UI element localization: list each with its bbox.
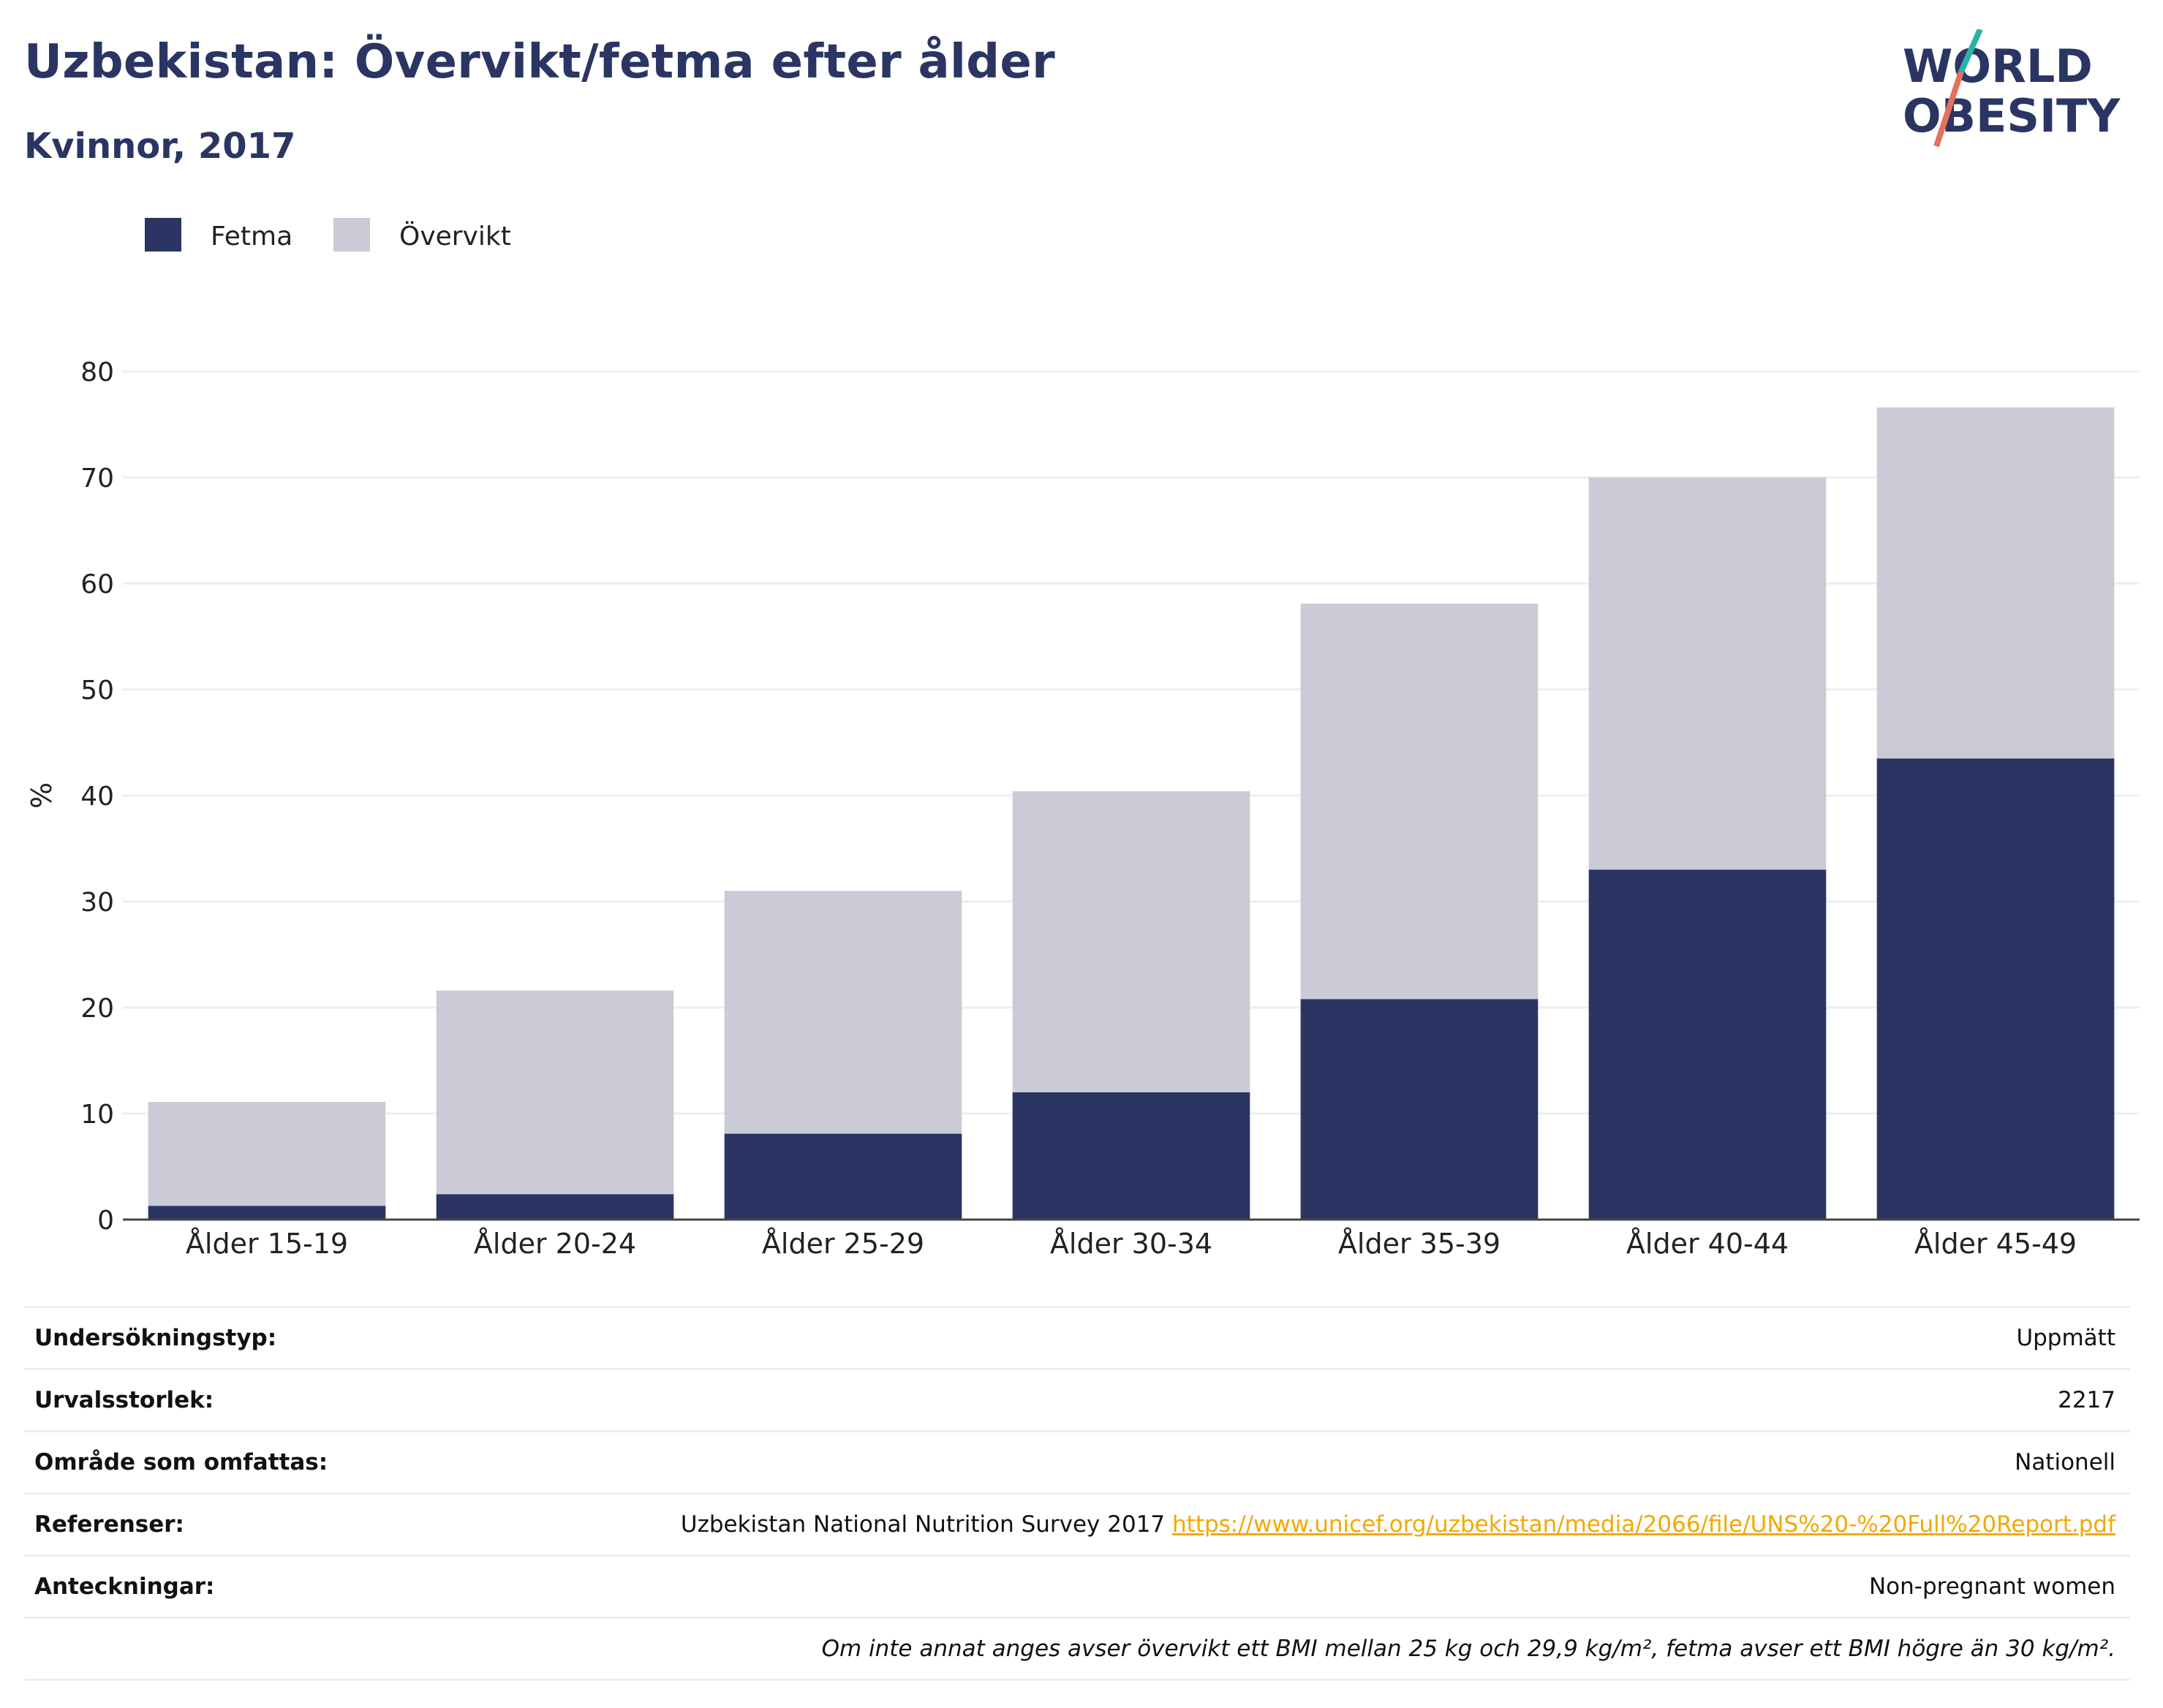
bar-fetma[interactable] xyxy=(724,1133,962,1220)
y-axis-label: % xyxy=(26,782,58,809)
info-row: Urvalsstorlek: 2217 xyxy=(24,1368,2130,1430)
info-value-text: 2217 xyxy=(2058,1387,2115,1413)
bar--vervikt[interactable] xyxy=(1588,477,1827,870)
bar--vervikt[interactable] xyxy=(436,990,674,1195)
info-row: Undersökningstyp: Uppmätt xyxy=(24,1306,2130,1368)
y-tick-label: 60 xyxy=(80,570,114,600)
x-tick-label: Ålder 25-29 xyxy=(762,1228,924,1260)
y-tick-label: 20 xyxy=(80,994,114,1024)
x-tick-label: Ålder 30-34 xyxy=(1050,1228,1212,1260)
reference-link[interactable]: https://www.unicef.org/uzbekistan/media/… xyxy=(1172,1511,2115,1538)
info-value-text: Non-pregnant women xyxy=(1868,1573,2115,1600)
logo-text-world: WORLD xyxy=(1903,39,2093,93)
bar--vervikt[interactable] xyxy=(1012,791,1250,1092)
logo-slash-bottom xyxy=(1933,70,1964,148)
info-value: Uzbekistan National Nutrition Survey 201… xyxy=(681,1511,2130,1538)
bar--vervikt[interactable] xyxy=(724,891,962,1134)
info-row: Referenser: Uzbekistan National Nutrition… xyxy=(24,1492,2130,1554)
x-axis-ticks: Ålder 15-19 Ålder 20-24 Ålder 25-29 Ålder 3… xyxy=(186,1228,2077,1260)
world-obesity-logo: WORLD OBESITY xyxy=(1903,29,2121,148)
info-label: Undersökningstyp: xyxy=(34,1325,277,1351)
bar-fetma[interactable] xyxy=(436,1194,674,1220)
bars xyxy=(123,407,2140,1221)
info-label: Referenser: xyxy=(34,1511,184,1538)
bar-fetma[interactable] xyxy=(1300,999,1539,1220)
info-row: Område som omfattas: Nationell xyxy=(24,1430,2130,1492)
y-tick-label: 50 xyxy=(80,676,114,706)
info-value-text: Uppmätt xyxy=(2016,1325,2115,1351)
legend: Fetma Övervikt xyxy=(145,218,511,252)
bar--vervikt[interactable] xyxy=(1300,603,1539,1000)
legend-label-1: Fetma xyxy=(211,222,292,252)
bar--vervikt[interactable] xyxy=(148,1102,386,1206)
info-label: Urvalsstorlek: xyxy=(34,1387,214,1413)
x-tick-label: Ålder 15-19 xyxy=(186,1228,348,1260)
y-tick-label: 0 xyxy=(97,1206,114,1236)
info-table: Undersökningstyp: Uppmätt Urvalsstorlek: 22… xyxy=(24,1306,2130,1681)
y-tick-label: 80 xyxy=(80,358,114,388)
legend-swatch-1 xyxy=(145,218,181,252)
info-label: Område som omfattas: xyxy=(34,1449,328,1475)
info-value: 2217 xyxy=(2058,1387,2130,1413)
logo-slash-top xyxy=(1958,29,1983,73)
info-value: Uppmätt xyxy=(2016,1325,2130,1351)
y-tick-label: 10 xyxy=(80,1100,114,1130)
y-tick-label: 70 xyxy=(80,464,114,494)
info-label: Anteckningar: xyxy=(34,1573,215,1600)
info-value: Nationell xyxy=(2015,1449,2130,1475)
bar-fetma[interactable] xyxy=(1588,869,1827,1220)
stacked-bar-chart: Fetma Övervikt 0 10 20 30 40 50 60 70 80 Ålder 15… xyxy=(26,218,2140,1260)
chart-subtitle: Kvinnor, 2017 xyxy=(24,126,296,167)
bar--vervikt[interactable] xyxy=(1876,407,2115,759)
info-row: Anteckningar: Non-pregnant women xyxy=(24,1554,2130,1617)
x-tick-label: Ålder 45-49 xyxy=(1914,1228,2077,1260)
info-value: Non-pregnant women xyxy=(1869,1573,2130,1600)
chart-title: Uzbekistan: Övervikt/fetma efter ålder xyxy=(24,35,1055,89)
y-axis-ticks: 0 10 20 30 40 50 60 70 80 xyxy=(80,358,114,1236)
info-value-text: Uzbekistan National Nutrition Survey 201… xyxy=(680,1511,1166,1538)
info-value-text: Nationell xyxy=(2015,1449,2115,1475)
footnote: Om inte annat anges avser övervikt ett B… xyxy=(24,1617,2130,1681)
bar-fetma[interactable] xyxy=(1876,758,2115,1220)
y-tick-label: 30 xyxy=(80,888,114,918)
legend-label-2: Övervikt xyxy=(399,221,511,252)
x-tick-label: Ålder 40-44 xyxy=(1626,1228,1789,1260)
x-tick-label: Ålder 20-24 xyxy=(474,1228,636,1260)
bar-fetma[interactable] xyxy=(1012,1092,1250,1220)
x-tick-label: Ålder 35-39 xyxy=(1338,1228,1500,1260)
legend-swatch-2 xyxy=(333,218,370,252)
y-tick-label: 40 xyxy=(80,782,114,812)
bar-fetma[interactable] xyxy=(148,1206,386,1220)
